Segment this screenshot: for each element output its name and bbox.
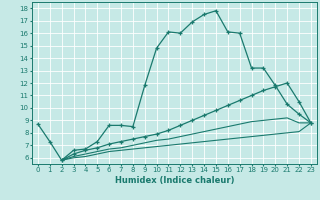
X-axis label: Humidex (Indice chaleur): Humidex (Indice chaleur)	[115, 176, 234, 185]
